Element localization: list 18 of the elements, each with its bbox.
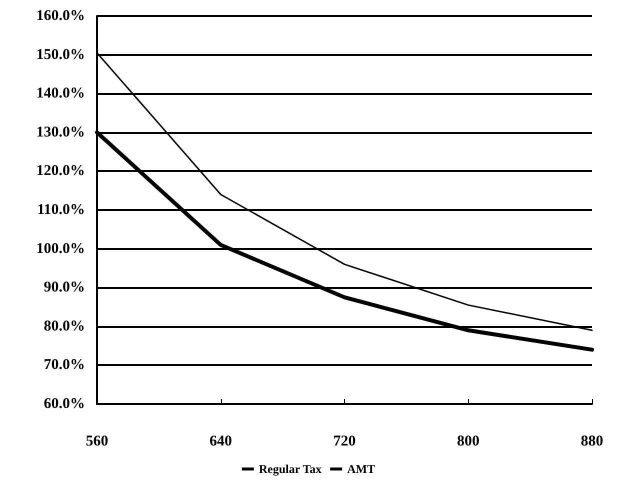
x-tick-label: 880 [580, 434, 604, 450]
y-tick-label: 70.0% [44, 357, 85, 374]
y-tick-label: 90.0% [44, 280, 85, 296]
y-tick-label: 160.0% [36, 8, 85, 24]
y-tick-label: 100.0% [36, 240, 85, 257]
y-tick-label: 120.0% [36, 163, 85, 180]
x-tick-label: 800 [457, 434, 480, 450]
y-tick-label: 140.0% [36, 86, 85, 102]
y-tick-label: 150.0% [36, 46, 85, 63]
x-tick-label: 640 [210, 434, 232, 450]
y-tick-label: 110.0% [37, 202, 85, 218]
legend-label: AMT [347, 462, 376, 476]
y-tick-label: 130.0% [36, 124, 85, 140]
y-tick-label: 80.0% [44, 318, 85, 334]
x-tick-label: 720 [333, 434, 356, 450]
y-tick-label: 60.0% [44, 396, 85, 412]
x-tick-label: 560 [86, 434, 108, 450]
legend-label: Regular Tax [258, 462, 322, 476]
